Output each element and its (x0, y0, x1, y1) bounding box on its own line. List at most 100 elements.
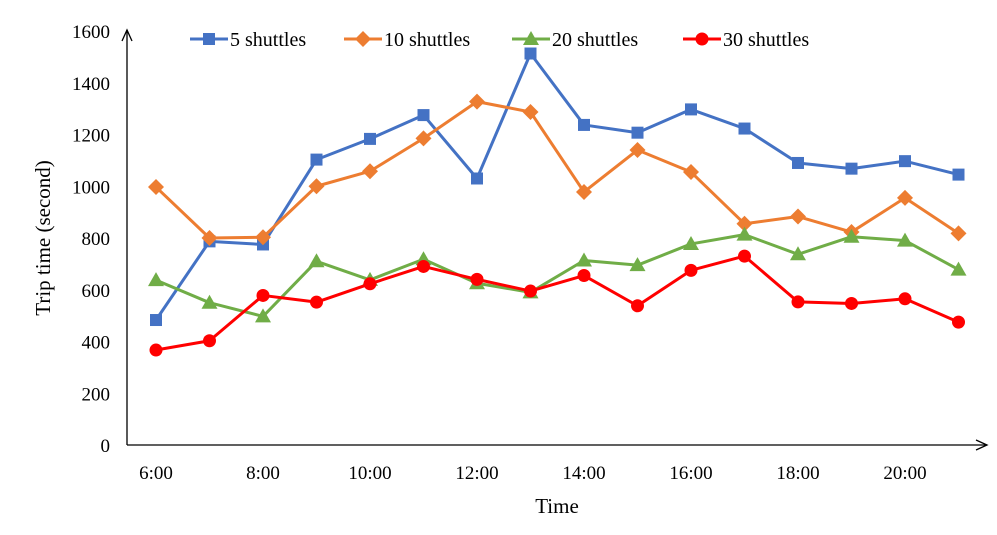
data-point (415, 130, 432, 147)
legend-label: 5 shuttles (230, 29, 306, 51)
data-point (203, 334, 216, 348)
data-point (952, 315, 965, 329)
y-tick-label: 1000 (72, 177, 110, 198)
x-tick-label: 10:00 (348, 463, 391, 484)
legend-marker (203, 33, 215, 45)
x-axis-title: Time (535, 494, 579, 518)
x-axis-arrow (975, 439, 989, 451)
series-line (154, 52, 959, 321)
x-tick-label: 6:00 (139, 463, 173, 484)
data-point (310, 295, 323, 309)
legend-marker (523, 31, 539, 45)
data-point (149, 343, 163, 357)
legend-item: 20 shuttles (512, 29, 638, 51)
data-point (629, 257, 646, 272)
data-point (308, 253, 325, 268)
x-tick-label: 14:00 (562, 463, 605, 484)
y-ticks: 0 200 400 600 800 1000 1200 1400 1600 (72, 22, 110, 457)
data-point (201, 230, 218, 246)
data-point (950, 261, 967, 276)
series-20-shuttles (148, 226, 967, 323)
data-point (576, 183, 592, 200)
y-axis-title: Trip time (second) (31, 160, 55, 316)
series-5-shuttles (150, 47, 965, 327)
data-point (417, 259, 430, 273)
data-point (683, 235, 699, 250)
data-point (845, 296, 858, 310)
data-point (631, 126, 644, 139)
data-point (201, 294, 218, 309)
data-point (256, 288, 270, 302)
data-point (629, 142, 646, 159)
data-point (577, 269, 591, 283)
data-point (792, 156, 804, 169)
y-tick-label: 0 (101, 436, 111, 457)
data-point (578, 118, 590, 131)
data-point (845, 162, 858, 175)
data-point (576, 252, 592, 267)
data-point (364, 132, 376, 145)
legend-label: 30 shuttles (723, 29, 809, 51)
data-point (150, 314, 162, 327)
series-group (148, 47, 967, 357)
x-tick-label: 12:00 (455, 463, 498, 484)
data-point (469, 93, 485, 110)
data-point (684, 263, 698, 277)
x-tick-label: 20:00 (883, 463, 926, 484)
data-point (897, 189, 913, 206)
y-tick-label: 1600 (72, 22, 110, 43)
series-10-shuttles (148, 93, 967, 246)
legend: 5 shuttles 10 shuttles 20 shuttles 30 shutt… (190, 29, 809, 51)
y-tick-label: 1400 (72, 74, 110, 95)
data-point (843, 228, 860, 243)
data-point (471, 172, 483, 185)
data-point (310, 153, 323, 166)
legend-item: 30 shuttles (683, 29, 809, 51)
y-tick-label: 800 (82, 229, 111, 250)
legend-marker (355, 31, 371, 47)
data-point (899, 155, 911, 168)
legend-label: 10 shuttles (384, 29, 470, 51)
y-tick-label: 400 (82, 333, 111, 354)
data-point (897, 232, 913, 247)
data-point (308, 178, 325, 195)
x-tick-label: 8:00 (246, 463, 280, 484)
data-point (255, 229, 271, 246)
x-tick-label: 18:00 (776, 463, 819, 484)
data-point (950, 225, 967, 242)
data-point (736, 215, 753, 232)
data-point (738, 122, 751, 135)
data-point (790, 246, 806, 261)
data-point (790, 208, 806, 225)
y-tick-label: 1200 (72, 126, 110, 147)
data-point (148, 272, 164, 287)
data-point (738, 249, 751, 263)
series-line (155, 233, 960, 318)
y-axis-arrow (121, 28, 133, 42)
data-point (255, 308, 271, 323)
x-ticks: 6:00 8:00 10:00 12:00 14:00 16:00 18:00 20:00 (139, 463, 927, 484)
series-30-shuttles (149, 249, 965, 357)
legend-marker (695, 32, 709, 46)
legend-item: 10 shuttles (344, 29, 470, 51)
x-tick-label: 16:00 (669, 463, 712, 484)
data-point (685, 103, 697, 116)
data-point (524, 284, 537, 298)
data-point (417, 109, 430, 122)
data-point (522, 103, 539, 120)
data-point (898, 292, 912, 306)
data-point (362, 163, 378, 180)
data-point (470, 272, 484, 286)
y-tick-label: 200 (82, 384, 111, 405)
data-point (791, 295, 805, 309)
data-point (952, 168, 965, 181)
series-line (154, 100, 960, 240)
series-line (155, 254, 960, 352)
data-point (631, 299, 644, 313)
axes (121, 28, 989, 451)
data-point (363, 277, 377, 291)
data-point (148, 179, 164, 196)
data-point (736, 226, 753, 241)
data-point (524, 47, 537, 60)
